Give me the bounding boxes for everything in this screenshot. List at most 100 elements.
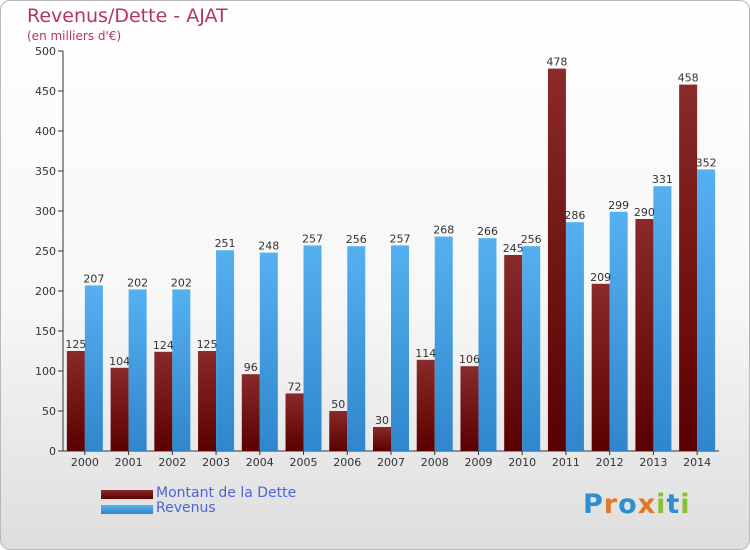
data-label-dette: 30 <box>375 414 389 427</box>
logo-letter: x <box>637 489 657 520</box>
bar-revenus <box>172 289 191 451</box>
bar-revenus <box>697 169 716 451</box>
logo-letter: i <box>656 489 667 520</box>
bar-dette <box>241 374 260 451</box>
x-tick-label: 2002 <box>158 456 186 469</box>
data-label-dette: 104 <box>109 355 130 368</box>
proxiti-logo: Proxiti <box>583 489 691 520</box>
data-label-revenus: 352 <box>696 156 717 169</box>
bar-dette <box>329 411 348 451</box>
bar-revenus <box>609 211 628 451</box>
x-tick-label: 2004 <box>246 456 274 469</box>
chart-subtitle: (en milliers d'€) <box>27 29 122 43</box>
bar-revenus <box>391 245 409 451</box>
bar-revenus <box>522 246 541 451</box>
bar-dette <box>504 255 523 451</box>
bar-revenus <box>128 289 147 451</box>
bar-dette <box>416 359 435 451</box>
bar-revenus <box>434 236 453 451</box>
x-tick-label: 2009 <box>464 456 492 469</box>
x-tick-label: 2008 <box>421 456 449 469</box>
data-label-dette: 124 <box>153 339 174 352</box>
data-label-revenus: 286 <box>564 209 585 222</box>
legend-label-dette: Montant de la Dette <box>156 485 297 501</box>
x-tick-label: 2007 <box>377 456 405 469</box>
data-label-revenus: 299 <box>608 199 629 212</box>
bar-dette <box>285 393 304 451</box>
data-label-revenus: 331 <box>652 173 673 186</box>
y-tick-label: 300 <box>35 205 56 218</box>
legend-label-revenus: Revenus <box>156 500 216 516</box>
bar-revenus <box>347 246 366 451</box>
bar-dette <box>154 351 173 451</box>
bar-dette <box>679 84 698 451</box>
data-label-dette: 72 <box>288 380 302 393</box>
bar-dette <box>110 367 129 451</box>
y-tick-label: 350 <box>35 165 56 178</box>
bar-dette <box>591 283 610 451</box>
data-label-revenus: 207 <box>83 272 104 285</box>
data-label-revenus: 202 <box>171 276 192 289</box>
logo-letter: t <box>666 489 681 520</box>
bar-dette <box>547 68 566 451</box>
y-tick-label: 150 <box>35 325 56 338</box>
data-label-dette: 245 <box>503 242 524 255</box>
y-tick-label: 200 <box>35 285 56 298</box>
data-label-revenus: 256 <box>521 233 542 246</box>
x-tick-label: 2000 <box>71 456 99 469</box>
data-label-dette: 290 <box>634 206 655 219</box>
bar-dette <box>635 219 654 451</box>
x-tick-label: 2013 <box>639 456 667 469</box>
data-label-dette: 209 <box>590 271 611 284</box>
logo-letter: o <box>618 489 638 520</box>
bar-revenus <box>303 245 322 451</box>
data-label-revenus: 251 <box>215 237 236 250</box>
y-tick-label: 500 <box>35 45 56 58</box>
legend-swatch-dette <box>101 490 153 499</box>
data-label-revenus: 257 <box>390 232 411 245</box>
bar-revenus <box>216 250 235 451</box>
y-tick-label: 400 <box>35 125 56 138</box>
bar-revenus <box>653 186 672 451</box>
data-label-revenus: 268 <box>433 224 454 237</box>
x-tick-label: 2010 <box>508 456 536 469</box>
y-tick-label: 250 <box>35 245 56 258</box>
data-label-dette: 125 <box>65 338 86 351</box>
logo-letter: P <box>583 489 604 520</box>
x-tick-label: 2005 <box>290 456 318 469</box>
data-label-revenus: 257 <box>302 232 323 245</box>
bar-revenus <box>259 252 278 451</box>
data-label-revenus: 248 <box>258 240 279 253</box>
y-tick-label: 450 <box>35 85 56 98</box>
data-label-dette: 114 <box>415 347 436 360</box>
logo-letter: r <box>603 489 619 520</box>
data-label-dette: 96 <box>244 361 258 374</box>
x-tick-label: 2014 <box>683 456 711 469</box>
bar-revenus <box>478 238 497 451</box>
data-labels: 125 104 124 125 96 72 50 30 114 106 245 478 209 290 45… <box>65 56 716 427</box>
data-label-dette: 458 <box>678 72 699 85</box>
bar-dette <box>66 351 85 451</box>
y-tick-label: 0 <box>49 445 56 458</box>
data-label-dette: 106 <box>459 353 480 366</box>
bar-dette <box>198 351 217 451</box>
bar-revenus <box>84 285 103 451</box>
x-tick-label: 2003 <box>202 456 230 469</box>
data-label-dette: 478 <box>546 56 567 69</box>
y-tick-label: 50 <box>42 405 56 418</box>
x-tick-label: 2006 <box>333 456 361 469</box>
x-tick-label: 2011 <box>552 456 580 469</box>
data-label-dette: 125 <box>197 338 218 351</box>
y-tick-label: 100 <box>35 365 56 378</box>
logo-letter: i <box>680 489 691 520</box>
data-label-revenus: 256 <box>346 233 367 246</box>
data-label-dette: 50 <box>331 398 345 411</box>
x-tick-label: 2001 <box>115 456 143 469</box>
data-label-revenus: 266 <box>477 225 498 238</box>
bars <box>66 68 716 451</box>
bar-revenus <box>565 222 584 451</box>
data-label-revenus: 202 <box>127 276 148 289</box>
x-tick-label: 2012 <box>596 456 624 469</box>
